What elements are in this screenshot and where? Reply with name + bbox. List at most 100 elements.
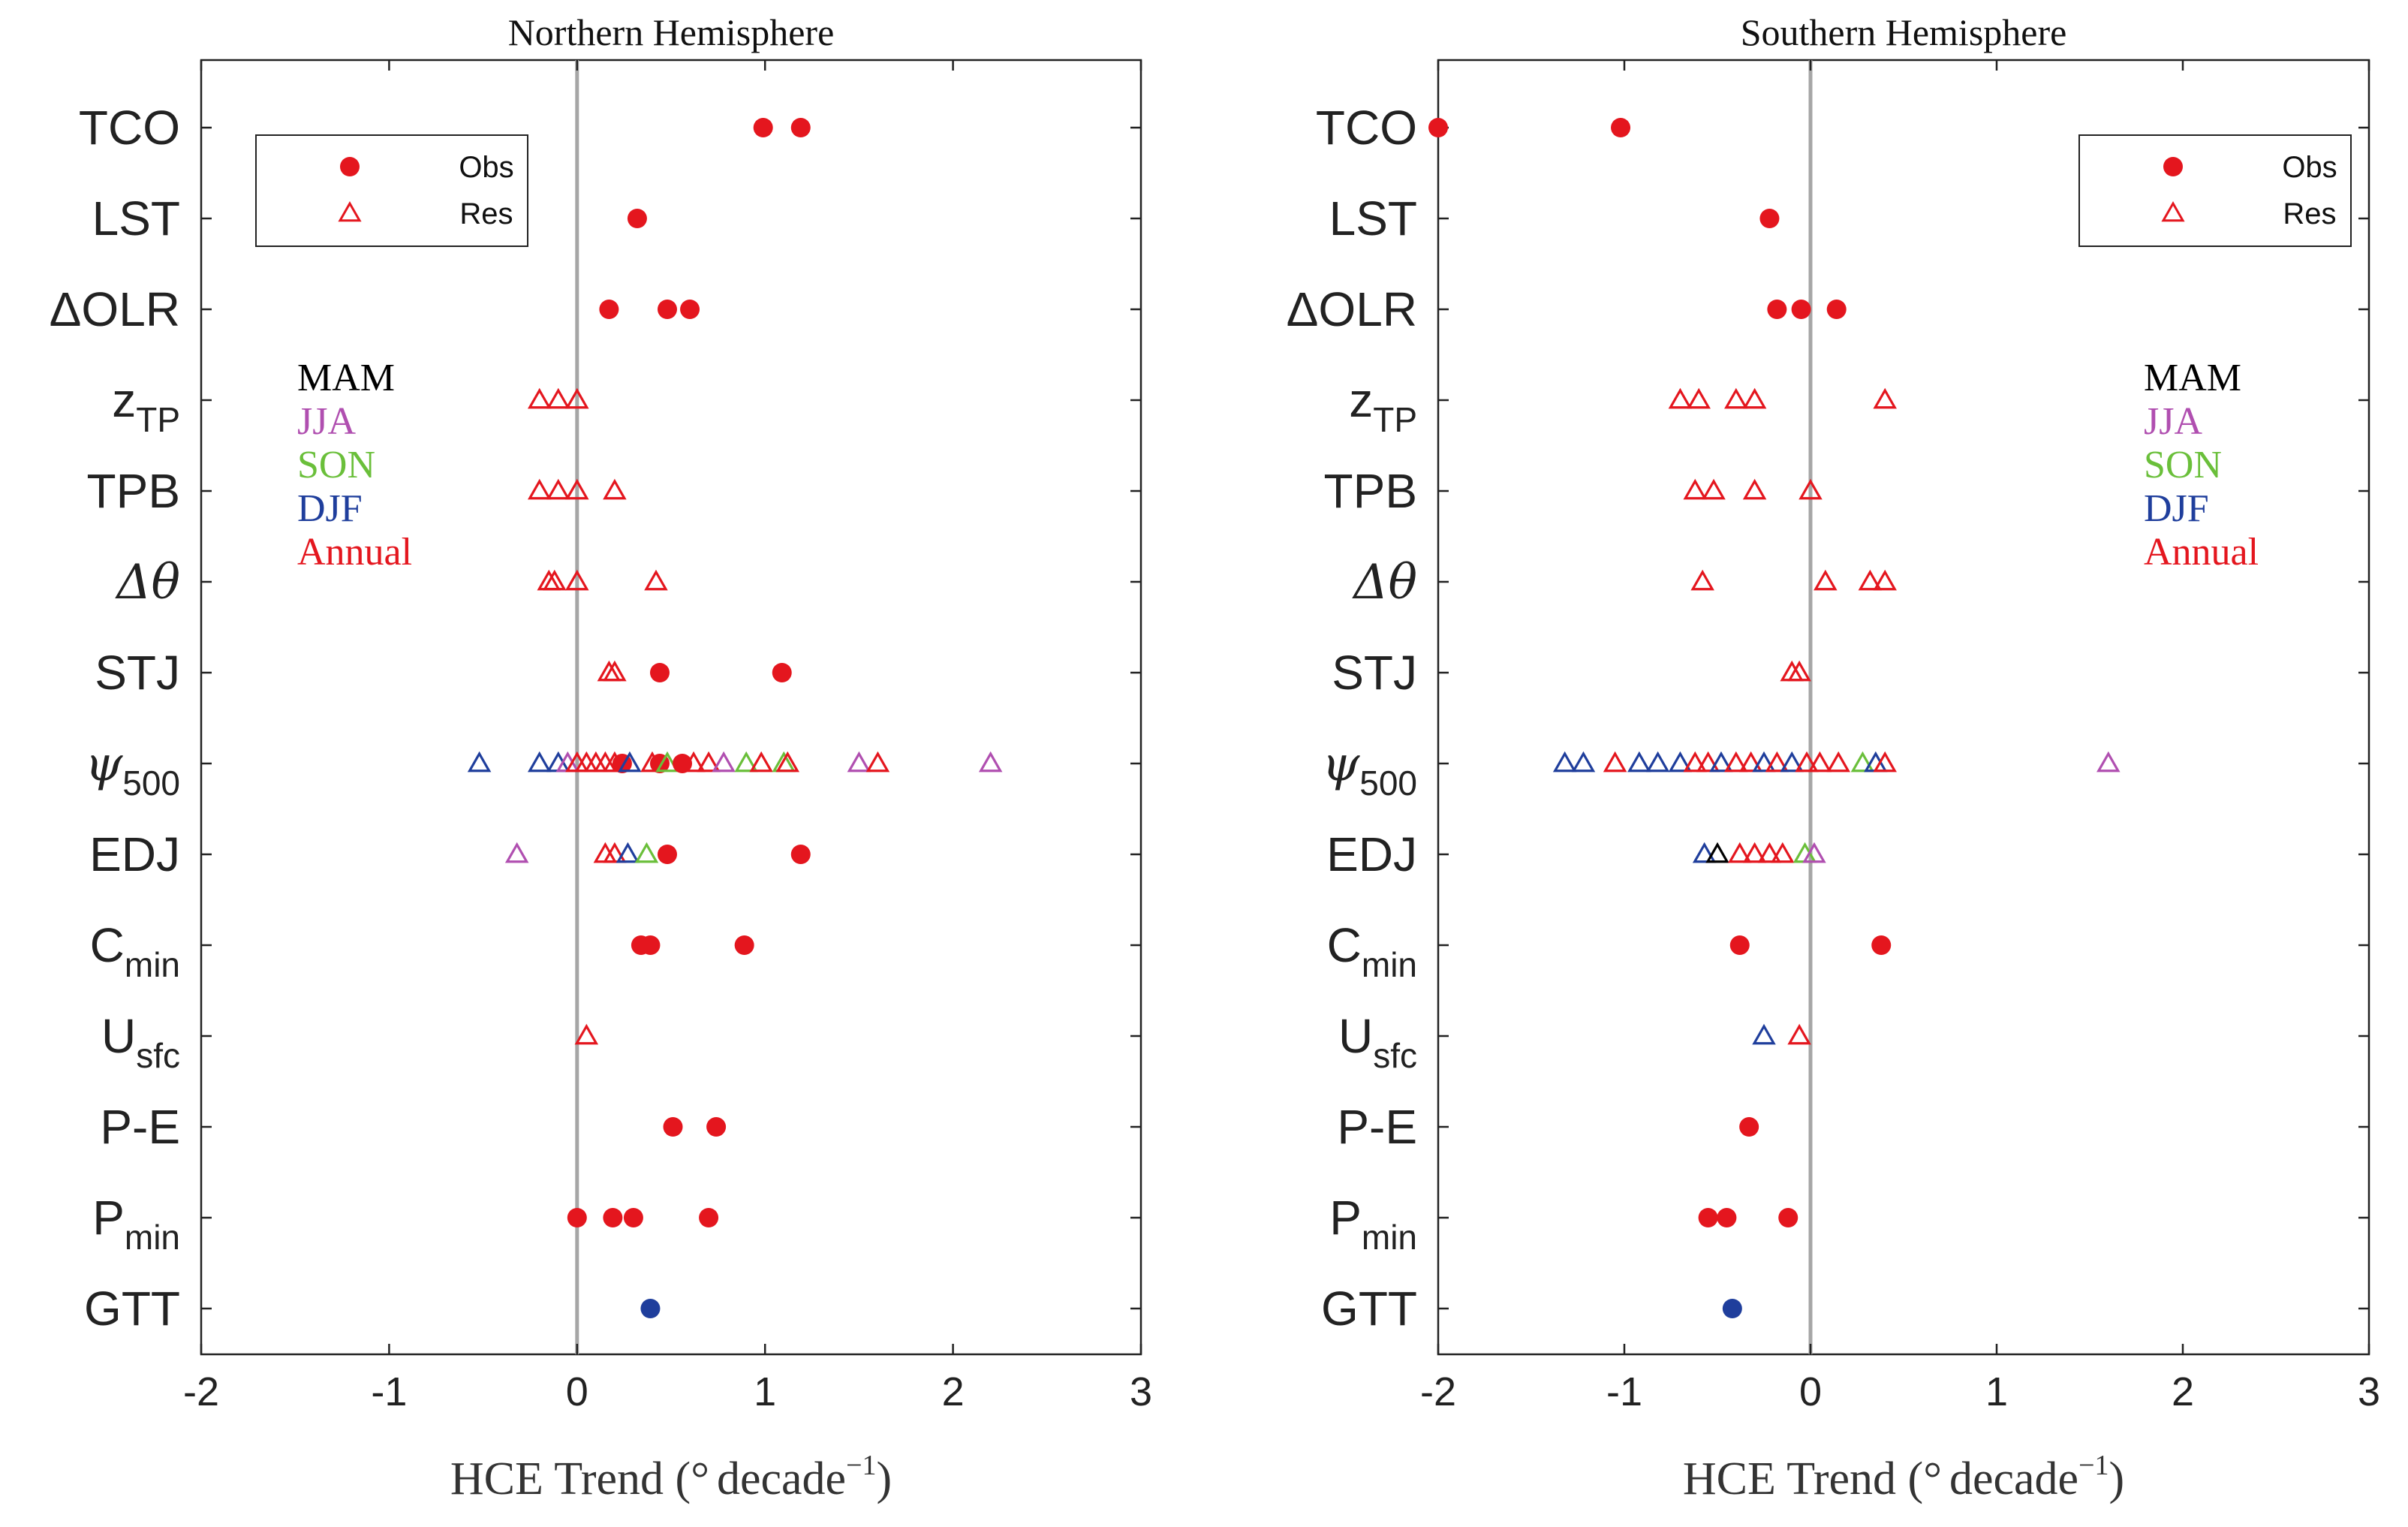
legend-obs-label: Obs	[2282, 151, 2337, 184]
season-label-mam: MAM	[2144, 357, 2241, 399]
res-point	[1603, 751, 1627, 773]
panel-title: Southern Hemisphere	[1741, 11, 2067, 53]
season-label-jja: JJA	[2144, 400, 2202, 443]
res-point	[749, 751, 773, 773]
res-point	[565, 478, 589, 500]
obs-point	[657, 845, 677, 864]
y-label-delta-olr: ΔOLR	[1287, 282, 1417, 336]
x-axis-label-exponent: −1	[2078, 1450, 2109, 1481]
res-point	[546, 478, 570, 500]
southern-hemisphere-panel: Southern Hemisphere -2 -1 0 1 2 3 HCE Trend (° d…	[1287, 11, 2380, 1504]
obs-point	[640, 935, 661, 955]
season-label-jja: JJA	[297, 400, 356, 443]
obs-point	[1739, 1117, 1759, 1137]
res-point	[847, 751, 871, 773]
obs-point	[1759, 209, 1780, 228]
res-point	[565, 569, 589, 591]
x-axis-label-close: )	[877, 1453, 892, 1504]
res-point	[1728, 842, 1752, 863]
res-point	[1702, 478, 1726, 500]
x-axis-label-main: HCE Trend (	[450, 1453, 691, 1504]
y-label-u-sfc: Usfc	[101, 1009, 180, 1075]
res-point	[1752, 751, 1776, 773]
x-tick-label: 0	[566, 1369, 588, 1414]
res-point	[504, 842, 529, 863]
y-label-z-tp: zTP	[1349, 373, 1417, 439]
y-label-z-tp: zTP	[112, 373, 180, 439]
res-point	[1826, 751, 1850, 773]
res-point	[1873, 751, 1897, 773]
y-label-gtt: GTT	[1321, 1282, 1417, 1336]
res-point	[682, 751, 706, 773]
obs-point	[772, 663, 792, 682]
res-point	[1873, 387, 1897, 409]
res-point	[1738, 751, 1763, 773]
res-point	[1802, 842, 1826, 863]
obs-point	[1428, 118, 1448, 137]
res-point	[1765, 751, 1789, 773]
y-label-lst: LST	[92, 191, 180, 245]
y-label-p-e: P-E	[1337, 1100, 1417, 1154]
obs-point	[627, 209, 647, 228]
res-point	[1668, 387, 1693, 409]
season-label-son: SON	[297, 444, 375, 486]
x-tick-label: 3	[1130, 1369, 1152, 1414]
res-point	[865, 751, 890, 773]
res-point	[1627, 751, 1651, 773]
obs-point	[567, 1208, 587, 1227]
plot-frame	[1437, 59, 2370, 1356]
x-axis-label-degree: °	[691, 1453, 709, 1504]
res-point	[1645, 751, 1670, 773]
x-tick-label: -1	[1606, 1369, 1642, 1414]
res-point	[1771, 842, 1795, 863]
x-tick-label: 2	[2172, 1369, 2194, 1414]
res-point	[1724, 387, 1748, 409]
x-axis-label-exponent: −1	[846, 1450, 876, 1481]
y-label-edj: EDJ	[1326, 827, 1417, 881]
y-label-gtt: GTT	[84, 1282, 180, 1336]
res-point	[1780, 751, 1804, 773]
x-axis-label-unit: decade	[1949, 1453, 2078, 1504]
x-tick-label: -1	[371, 1369, 407, 1414]
y-label-c-min: Cmin	[90, 918, 180, 984]
obs-point	[599, 300, 619, 319]
x-axis-label-unit: decade	[717, 1453, 846, 1504]
y-label-stj: STJ	[95, 646, 180, 700]
obs-point	[790, 118, 811, 137]
legend-res-marker	[2161, 200, 2185, 222]
res-point	[734, 751, 758, 773]
plot-frame	[200, 59, 1142, 1356]
res-point	[644, 569, 668, 591]
obs-point	[623, 1208, 643, 1227]
legend-res-marker	[338, 200, 362, 222]
x-tick-label: 1	[754, 1369, 776, 1414]
res-point	[1690, 569, 1714, 591]
res-point	[618, 751, 642, 773]
res-point	[1571, 751, 1596, 773]
obs-point	[603, 1208, 623, 1227]
obs-point	[680, 300, 700, 319]
legend-res-label: Res	[2283, 197, 2336, 230]
obs-point	[640, 1299, 661, 1318]
y-label-c-min: Cmin	[1327, 918, 1417, 984]
x-tick-label: -2	[183, 1369, 219, 1414]
x-tick-label: 1	[1985, 1369, 2008, 1414]
res-point	[1687, 387, 1711, 409]
y-label-tco: TCO	[1316, 101, 1417, 155]
res-point	[1552, 751, 1577, 773]
res-point	[1757, 842, 1782, 863]
res-point	[527, 751, 552, 773]
res-point	[616, 842, 640, 863]
data-points	[467, 118, 1003, 1318]
res-point	[1742, 387, 1767, 409]
obs-point	[1778, 1208, 1798, 1227]
season-label-djf: DJF	[2144, 487, 2209, 530]
y-label-stj: STJ	[1332, 646, 1417, 700]
res-point	[978, 751, 1003, 773]
x-tick-label: 2	[942, 1369, 965, 1414]
y-label-tco: TCO	[79, 101, 180, 155]
obs-point	[663, 1117, 683, 1137]
obs-point	[790, 845, 811, 864]
legend: Obs Res	[2078, 134, 2352, 247]
